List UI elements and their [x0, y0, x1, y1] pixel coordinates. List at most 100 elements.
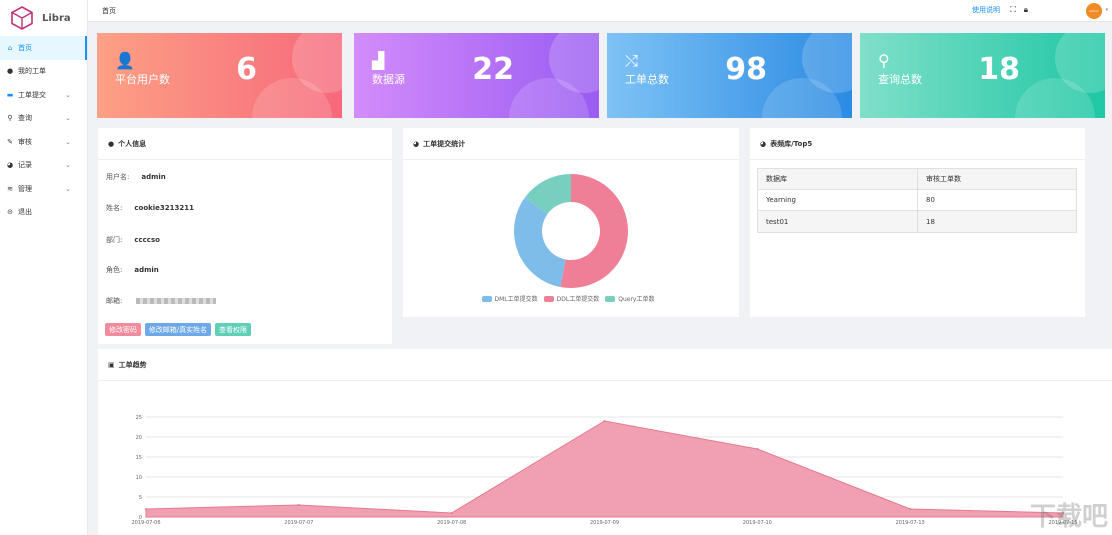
- bars-icon: ▟: [372, 51, 385, 70]
- panel-title: 表频库/Top5: [770, 139, 813, 148]
- edit-icon: ✎: [7, 137, 13, 146]
- pie-slice[interactable]: [560, 174, 628, 288]
- sidebar-item-label: 退出: [18, 208, 32, 217]
- data-point[interactable]: [145, 508, 147, 510]
- user-add-icon: 👤: [115, 51, 135, 70]
- chevron-down-icon: ⌄: [65, 184, 71, 193]
- change-email-name-button[interactable]: 修改邮箱/真实姓名: [145, 323, 211, 336]
- table-cell: 18: [926, 217, 935, 226]
- panel-title: 工单趋势: [118, 360, 147, 369]
- x-tick-label: 2019-07-15: [1048, 520, 1077, 526]
- lock-icon[interactable]: 🔒︎: [1023, 5, 1028, 14]
- data-point[interactable]: [756, 448, 759, 450]
- panel-header: ▣ 工单趋势: [98, 349, 1112, 381]
- user-icon: ●: [108, 139, 115, 148]
- sidebar-item[interactable]: ⊝ 退出: [0, 201, 87, 225]
- info-value: admin: [134, 266, 159, 274]
- avatar[interactable]: admin: [1086, 3, 1102, 19]
- info-label: 姓名:: [106, 204, 123, 212]
- sidebar-item-label: 管理: [18, 184, 32, 193]
- caret-down-icon[interactable]: ▾: [1105, 7, 1108, 13]
- x-tick-label: 2019-07-10: [743, 520, 772, 526]
- pie-icon: ◕: [760, 139, 767, 148]
- top5-table: 数据库 审核工单数 Yearning 80 test01 18: [757, 168, 1077, 233]
- stack-icon: ≋: [7, 184, 13, 193]
- info-department: 部门: ccccso: [106, 235, 160, 245]
- email-blurred: [136, 298, 217, 304]
- panel-header: ◕ 表频库/Top5: [750, 128, 1085, 160]
- sidebar-item[interactable]: ≋ 管理 ⌄: [0, 177, 87, 201]
- legend-item[interactable]: DDL工单提交数: [543, 294, 600, 303]
- stat-label: 查询总数: [878, 73, 922, 86]
- stat-value: 18: [978, 52, 1020, 87]
- donut-chart: [514, 174, 628, 288]
- search-icon: ⚲: [7, 114, 13, 123]
- legend-label: DDL工单提交数: [556, 296, 600, 303]
- pie-slice[interactable]: [514, 197, 566, 287]
- chevron-down-icon: ⌄: [65, 90, 71, 99]
- top-bar: 首页 使用说明 ⛶ 🔒︎ admin ▾: [88, 0, 1112, 22]
- x-tick-label: 2019-07-09: [590, 520, 619, 526]
- legend-item[interactable]: Query工单数: [605, 294, 654, 303]
- legend-label: Query工单数: [618, 296, 655, 303]
- info-value: ccccso: [134, 236, 160, 244]
- sidebar-item-label: 记录: [18, 161, 32, 170]
- sidebar-item[interactable]: ● 我的工单: [0, 60, 87, 84]
- x-tick-label: 2019-07-13: [896, 520, 925, 526]
- breadcrumb[interactable]: 首页: [102, 7, 116, 15]
- info-label: 部门:: [106, 236, 123, 244]
- info-value: cookie3213211: [134, 204, 195, 212]
- chevron-down-icon: ⌄: [65, 161, 71, 170]
- y-tick-label: 25: [136, 415, 142, 421]
- legend-item[interactable]: DML工单提交数: [481, 294, 538, 303]
- panel-header: ◕ 工单提交统计: [403, 128, 739, 160]
- stat-value: 22: [472, 52, 514, 87]
- help-link[interactable]: 使用说明: [972, 6, 1000, 14]
- sidebar-item-label: 审核: [18, 137, 32, 146]
- home-icon: ⌂: [7, 43, 13, 52]
- sidebar-item-label: 我的工单: [18, 67, 46, 76]
- sidebar-menu: ⌂ 首页 ● 我的工单 ▬ 工单提交 ⌄ ⚲ 查询 ⌄ ✎ 审核 ⌄ ◕ 记录 ⌄ ≋ 管理 ⌄ ⊝ 退出: [0, 36, 87, 224]
- logo[interactable]: Libra: [0, 0, 87, 36]
- pie-slice[interactable]: [524, 174, 571, 214]
- fullscreen-icon[interactable]: ⛶: [1010, 5, 1016, 14]
- legend-swatch: [543, 295, 554, 302]
- y-tick-label: 10: [136, 475, 142, 481]
- stat-card: ⚲ 查询总数 18: [860, 33, 1105, 118]
- info-role: 角色: admin: [106, 265, 159, 275]
- ticket-stats-panel: ◕ 工单提交统计 DML工单提交数 DDL工单提交数 Query工单数: [403, 128, 739, 317]
- sidebar-item[interactable]: ▬ 工单提交 ⌄: [0, 83, 87, 107]
- trend-area-chart: 0 5 10 15 20 25 2019-07-06 2019-07-07 2019-07-08…: [131, 415, 1077, 526]
- table-cell: 80: [926, 196, 935, 204]
- trend-panel: ▣ 工单趋势 0 5 10 15 20 25 2019-07-06 2019-07-07 201…: [98, 349, 1112, 535]
- change-password-button[interactable]: 修改密码: [105, 323, 141, 336]
- data-point[interactable]: [1062, 512, 1064, 514]
- y-tick-label: 15: [136, 455, 142, 461]
- sidebar-item[interactable]: ◕ 记录 ⌄: [0, 154, 87, 178]
- personal-info-panel: ● 个人信息 用户名: admin 姓名: cookie3213211 部门: ccc…: [98, 128, 392, 344]
- view-permissions-button[interactable]: 查看权限: [215, 323, 251, 336]
- table-header: 审核工单数: [926, 175, 961, 183]
- sidebar-item-label: 工单提交: [18, 90, 46, 99]
- legend-label: DML工单提交数: [494, 296, 538, 303]
- area-series[interactable]: [145, 420, 1064, 518]
- table-cell: test01: [758, 211, 918, 232]
- table-header-row: 数据库 审核工单数: [758, 169, 1076, 190]
- sidebar-item[interactable]: ⌂ 首页: [0, 36, 87, 60]
- info-value: admin: [141, 173, 166, 181]
- data-point[interactable]: [909, 508, 912, 510]
- info-username: 用户名: admin: [106, 172, 166, 182]
- data-point[interactable]: [603, 420, 606, 422]
- data-point[interactable]: [450, 512, 453, 514]
- stat-label: 工单总数: [625, 73, 669, 86]
- table-row: Yearning 80: [758, 190, 1076, 211]
- top5-panel: ◕ 表频库/Top5 数据库 审核工单数 Yearning 80 test01 …: [750, 128, 1085, 317]
- pie-legend: DML工单提交数 DDL工单提交数 Query工单数: [403, 294, 739, 304]
- table-row: test01 18: [758, 211, 1076, 232]
- search-icon: ⚲: [878, 51, 890, 70]
- data-point[interactable]: [297, 504, 300, 506]
- stat-card: 👤 平台用户数 6: [97, 33, 342, 118]
- sidebar-item[interactable]: ✎ 审核 ⌄: [0, 130, 87, 154]
- info-label: 邮箱:: [106, 297, 123, 305]
- sidebar-item[interactable]: ⚲ 查询 ⌄: [0, 107, 87, 131]
